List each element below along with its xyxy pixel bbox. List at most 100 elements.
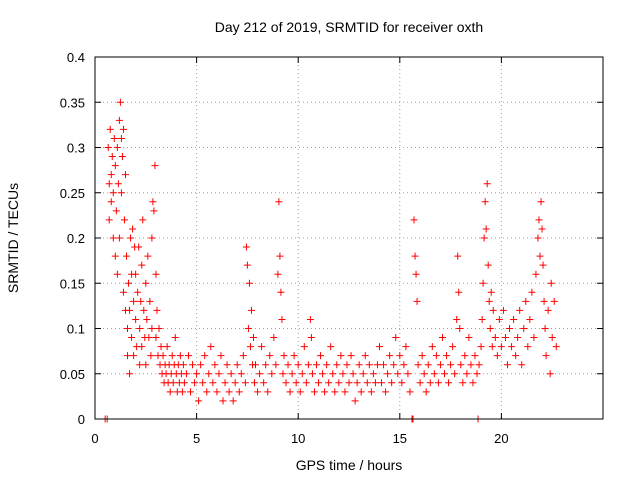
data-point — [546, 370, 554, 378]
data-point — [455, 288, 463, 296]
data-point — [213, 388, 221, 396]
data-point — [424, 361, 432, 369]
data-point — [106, 125, 114, 133]
grid — [95, 57, 603, 419]
data-point — [243, 261, 251, 269]
data-point — [282, 379, 290, 387]
data-point — [542, 352, 550, 360]
data-point — [109, 189, 117, 197]
data-point — [298, 370, 306, 378]
data-point — [219, 397, 227, 405]
data-point — [178, 388, 186, 396]
data-point — [456, 325, 464, 332]
data-point — [404, 370, 412, 378]
data-point — [390, 361, 398, 369]
data-point — [538, 225, 546, 233]
data-point — [536, 252, 544, 260]
data-point — [142, 361, 150, 369]
data-point — [272, 361, 280, 369]
data-point — [416, 379, 424, 387]
y-tick-label: 0.4 — [67, 50, 85, 65]
data-point — [333, 361, 341, 369]
data-point — [128, 334, 136, 342]
data-point — [384, 370, 392, 378]
data-point — [526, 315, 534, 323]
data-point — [152, 334, 160, 342]
data-point — [359, 370, 367, 378]
data-point — [480, 234, 488, 242]
data-point — [323, 361, 331, 369]
data-point — [396, 352, 404, 360]
data-point — [539, 261, 547, 269]
data-point — [488, 343, 496, 351]
data-point — [179, 361, 187, 369]
data-point — [343, 361, 351, 369]
data-point — [410, 216, 418, 224]
data-point — [169, 379, 177, 387]
data-point — [522, 297, 530, 305]
data-point — [256, 370, 264, 378]
data-point — [109, 234, 117, 242]
data-point — [484, 261, 492, 269]
data-point — [317, 352, 325, 360]
data-point — [302, 379, 310, 387]
data-point — [124, 325, 132, 332]
data-point — [203, 388, 211, 396]
data-point — [528, 288, 536, 296]
data-point — [114, 180, 122, 188]
data-point — [284, 361, 292, 369]
data-point — [532, 270, 540, 278]
data-point — [138, 343, 146, 351]
data-point — [209, 379, 217, 387]
data-point — [268, 370, 276, 378]
data-point — [422, 388, 430, 396]
data-point — [478, 315, 486, 323]
data-point — [276, 252, 284, 260]
data-point — [369, 370, 377, 378]
data-point — [449, 343, 457, 351]
data-point — [130, 352, 138, 360]
data-point — [223, 361, 231, 369]
data-point — [325, 379, 333, 387]
data-point — [290, 352, 298, 360]
y-tick-label: 0.1 — [67, 322, 85, 337]
data-point — [540, 297, 548, 305]
data-point — [418, 352, 426, 360]
data-point — [254, 388, 262, 396]
data-point — [119, 125, 127, 133]
data-point — [434, 379, 442, 387]
data-point — [231, 379, 239, 387]
data-point — [353, 379, 361, 387]
data-point — [378, 379, 386, 387]
data-points — [101, 98, 560, 423]
data-point — [510, 315, 518, 323]
data-point — [201, 352, 209, 360]
data-point — [221, 379, 229, 387]
data-point — [304, 361, 312, 369]
data-point — [388, 379, 396, 387]
data-point — [503, 361, 511, 369]
data-point — [138, 261, 146, 269]
data-point — [107, 171, 115, 179]
data-point — [420, 370, 428, 378]
data-point — [319, 370, 327, 378]
data-point — [482, 225, 490, 233]
data-point — [150, 207, 158, 215]
data-point — [215, 370, 223, 378]
data-point — [258, 343, 266, 351]
y-tick-label: 0.35 — [60, 95, 85, 110]
data-point — [483, 180, 491, 188]
data-point — [113, 144, 121, 151]
data-point — [264, 388, 272, 396]
data-point — [441, 370, 449, 378]
data-point — [412, 270, 420, 278]
data-point — [497, 343, 505, 351]
data-point — [105, 216, 113, 224]
data-point — [211, 361, 219, 369]
data-point — [306, 315, 314, 323]
data-point — [126, 370, 134, 378]
data-point — [146, 297, 154, 305]
y-tick-label: 0.2 — [67, 231, 85, 246]
data-point — [180, 379, 188, 387]
